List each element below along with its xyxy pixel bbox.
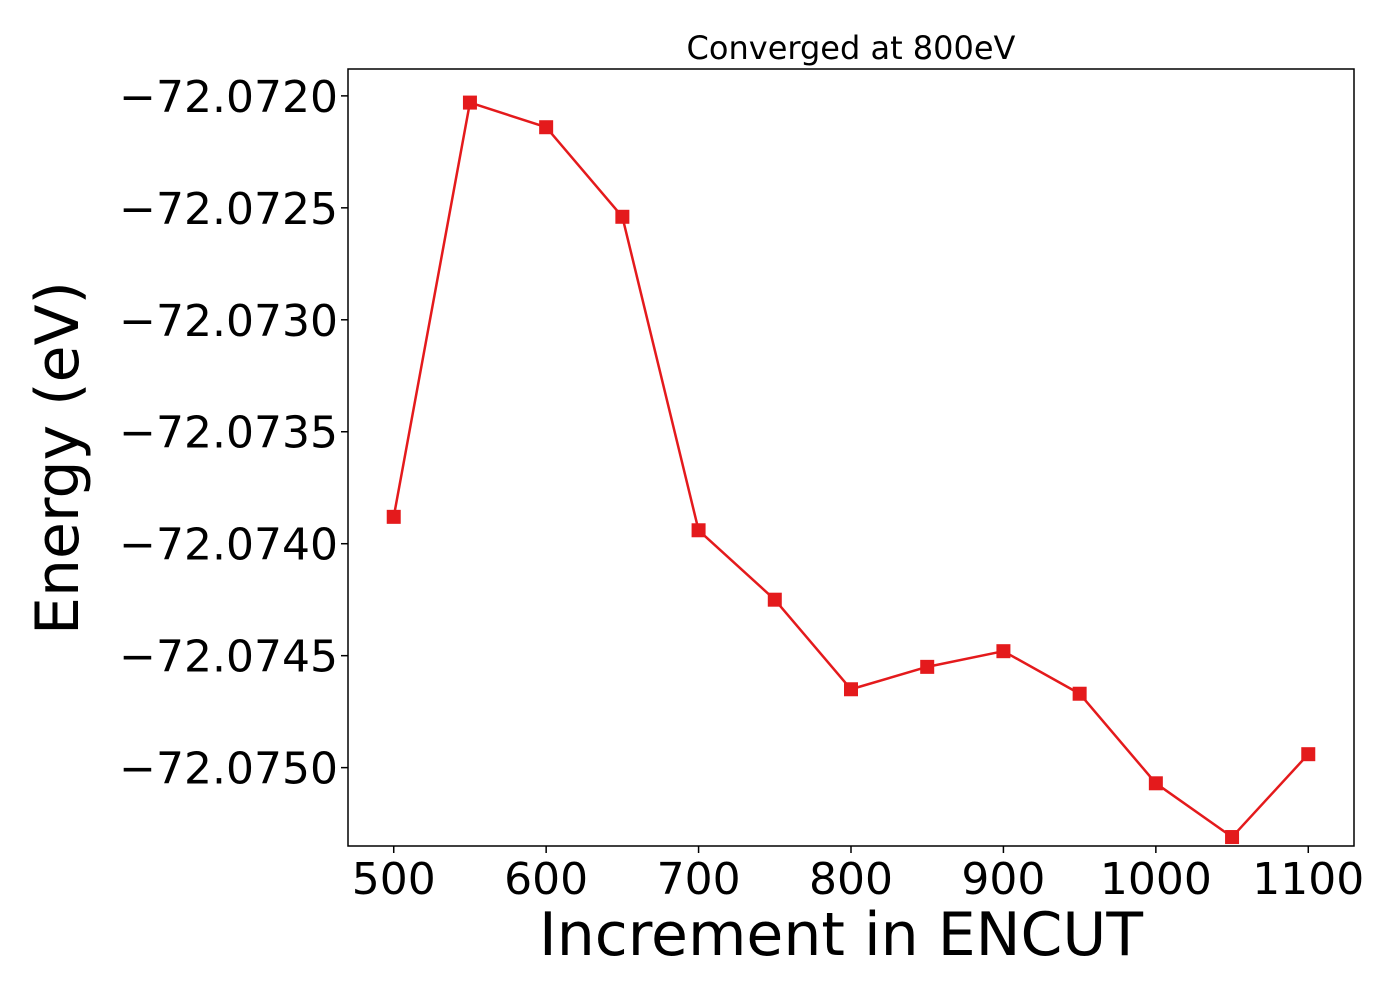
data-point-marker bbox=[844, 682, 858, 697]
y-tick-label: −72.0735 bbox=[119, 408, 338, 459]
y-tick-label: −72.0740 bbox=[119, 520, 338, 571]
x-tick-label: 700 bbox=[657, 854, 741, 905]
y-tick-label: −72.0725 bbox=[119, 184, 338, 235]
data-point-marker bbox=[996, 644, 1011, 659]
data-point-marker bbox=[615, 209, 630, 224]
x-tick-label: 1000 bbox=[1100, 854, 1212, 905]
chart-title: Converged at 800eV bbox=[687, 29, 1016, 67]
y-axis: −72.0720 −72.0725 −72.0730 −72.0735 −72.0740… bbox=[119, 72, 348, 795]
data-point-marker bbox=[1072, 686, 1087, 701]
plot-area bbox=[386, 95, 1316, 845]
x-tick-label: 600 bbox=[504, 854, 588, 905]
data-point-marker bbox=[920, 659, 935, 674]
x-axis: 500 600 700 800 900 1000 1100 bbox=[352, 846, 1364, 905]
x-tick-label: 1100 bbox=[1252, 854, 1364, 905]
data-point-marker bbox=[767, 592, 782, 607]
data-point-marker bbox=[386, 509, 401, 524]
data-point-marker bbox=[691, 523, 706, 538]
x-tick-label: 800 bbox=[809, 854, 893, 905]
data-point-marker bbox=[1148, 776, 1163, 791]
x-tick-label: 500 bbox=[352, 854, 436, 905]
data-point-marker bbox=[462, 95, 477, 110]
x-tick-label: 900 bbox=[961, 854, 1045, 905]
y-axis-title: Energy (eV) bbox=[23, 281, 93, 635]
y-tick-label: −72.0745 bbox=[119, 632, 338, 683]
data-point-marker bbox=[1225, 830, 1240, 845]
y-tick-label: −72.0750 bbox=[119, 744, 338, 795]
data-point-marker bbox=[1301, 747, 1316, 762]
x-axis-title: Increment in ENCUT bbox=[539, 900, 1143, 970]
data-point-marker bbox=[539, 120, 554, 135]
y-tick-label: −72.0720 bbox=[119, 72, 338, 123]
y-tick-label: −72.0730 bbox=[119, 296, 338, 347]
